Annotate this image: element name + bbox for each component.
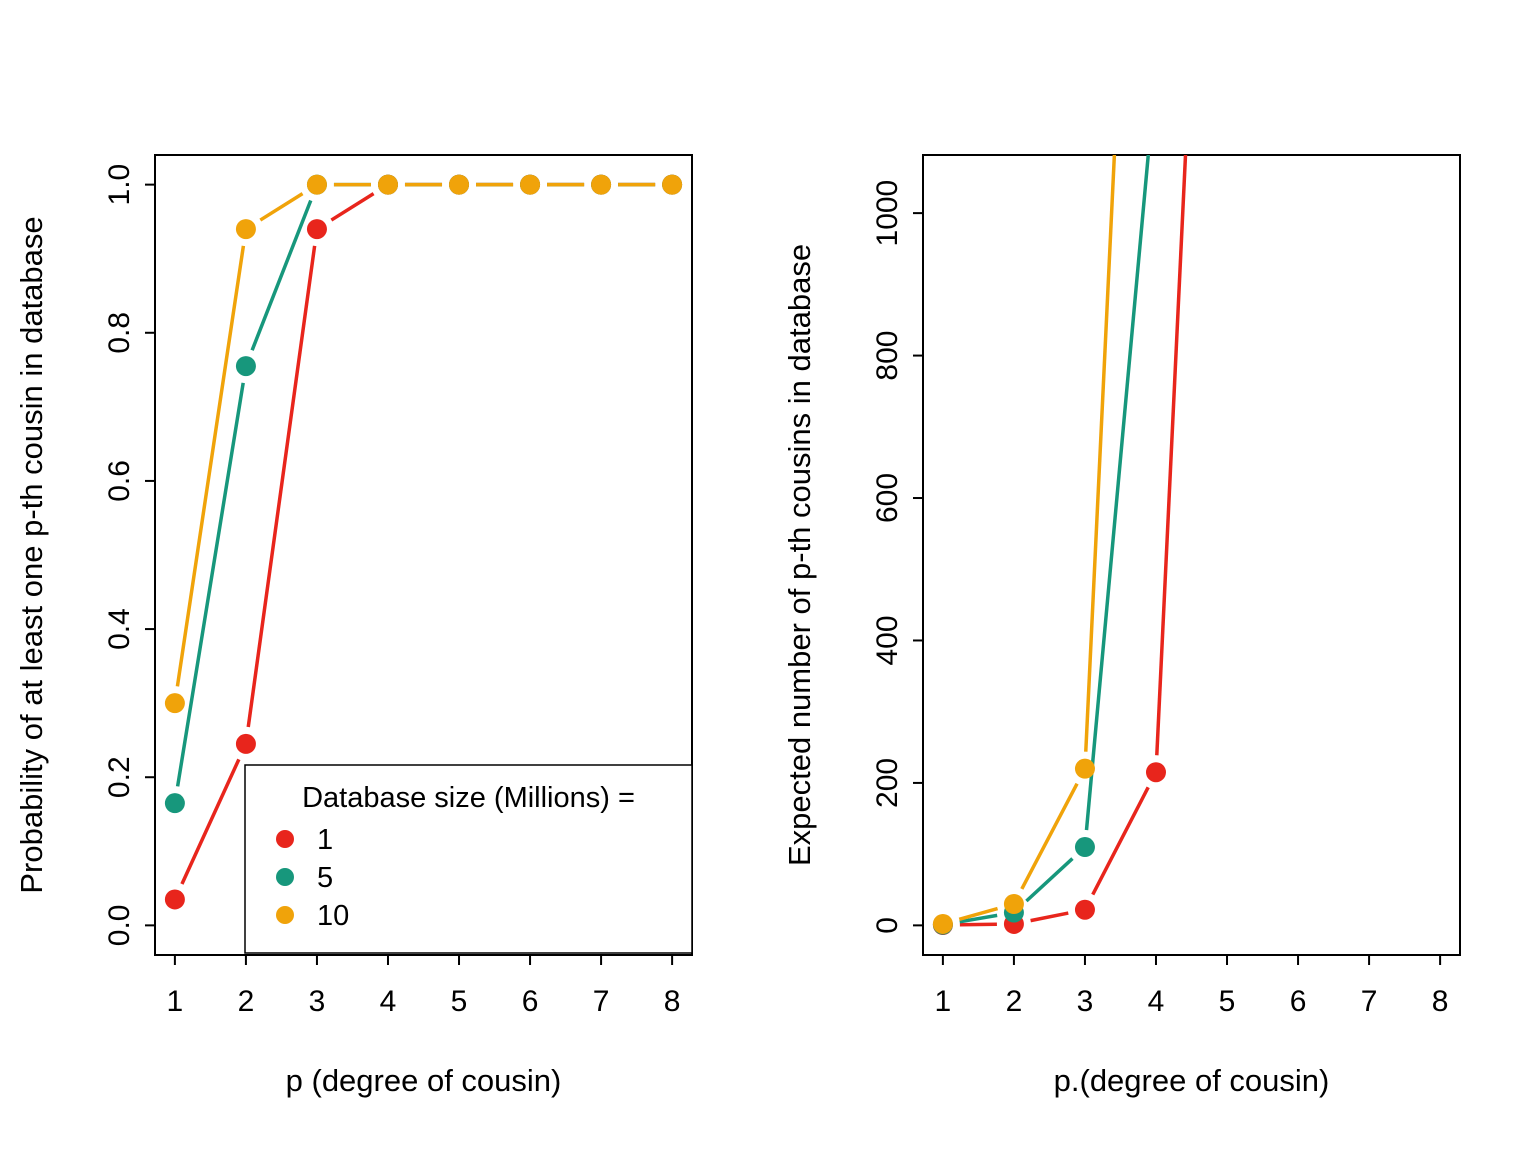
right-panel: 1 2 3 4 5 6 7 8 0 200 400 600 800 1000 p.(degree of co…: [768, 0, 1536, 1152]
y-tick-label: 1.0: [103, 164, 136, 206]
x-tick-label: 4: [380, 985, 397, 1018]
data-point: [235, 733, 256, 754]
series-line-segment: [246, 245, 317, 728]
series-line-segment: [1091, 786, 1150, 896]
data-point: [1145, 762, 1166, 783]
series-line-segment: [250, 199, 313, 351]
legend-marker: [276, 830, 294, 848]
legend-marker: [276, 906, 294, 924]
y-tick-label: 600: [871, 473, 904, 523]
y-tick-label: 800: [871, 331, 904, 381]
x-axis-title: p.(degree of cousin): [1054, 1063, 1330, 1098]
y-tick-label: 0.4: [103, 608, 136, 650]
y-tick-label: 0.0: [103, 905, 136, 947]
data-point: [1074, 899, 1095, 920]
data-point: [235, 219, 256, 240]
x-tick-label: 1: [935, 985, 952, 1018]
y-tick-label: 200: [871, 758, 904, 808]
plot-area: [164, 174, 683, 910]
data-point: [591, 174, 612, 195]
y-tick-label: 0.2: [103, 756, 136, 798]
y-tick-label: 0.8: [103, 312, 136, 354]
data-point: [1003, 894, 1024, 915]
series-line-segment: [959, 922, 997, 927]
x-tick-label: 8: [664, 985, 681, 1018]
series-line-segment: [1020, 782, 1079, 890]
data-point: [306, 174, 327, 195]
data-point: [662, 174, 683, 195]
data-point: [1074, 758, 1095, 779]
x-tick-label: 4: [1148, 985, 1165, 1018]
y-tick-label: 0: [871, 917, 904, 934]
series-line-segment: [259, 192, 304, 222]
x-tick-label: 6: [1290, 985, 1307, 1018]
series-line-segment: [175, 245, 246, 687]
data-point: [377, 174, 398, 195]
data-point: [306, 219, 327, 240]
x-axis-title: p (degree of cousin): [286, 1063, 562, 1098]
legend-label: 1: [317, 824, 333, 856]
series-line-segment: [958, 906, 999, 922]
data-point: [1074, 837, 1095, 858]
series-line-segment: [1030, 911, 1069, 923]
x-tick-label: 3: [309, 985, 326, 1018]
plot-area: [932, 61, 1188, 936]
data-point: [235, 356, 256, 377]
series-line-segment: [175, 382, 245, 787]
x-tick-label: 2: [1006, 985, 1023, 1018]
data-point: [164, 889, 185, 910]
legend-label: 10: [317, 900, 349, 932]
data-point: [449, 174, 470, 195]
legend-label: 5: [317, 862, 333, 894]
x-tick-label: 8: [1432, 985, 1449, 1018]
data-point: [520, 174, 541, 195]
series-line-segment: [1025, 857, 1074, 903]
series-line-segment: [1084, 155, 1151, 831]
x-tick-label: 3: [1077, 985, 1094, 1018]
x-tick-label: 5: [1219, 985, 1236, 1018]
x-tick-label: 5: [451, 985, 468, 1018]
series-line-segment: [959, 913, 998, 924]
series-line-segment: [1155, 155, 1188, 756]
left-panel: 1 2 3 4 5 6 7 8 0.0 0.2 0.4 0.6 0.8 1.0 p (degree of c…: [14, 154, 693, 1098]
probability-chart: 1 2 3 4 5 6 7 8 0.0 0.2 0.4 0.6 0.8 1.0 p (degree of c…: [14, 154, 693, 1098]
y-axis-title: Expected number of p-th cousins in datab…: [782, 244, 817, 866]
x-tick-label: 7: [1361, 985, 1378, 1018]
data-point: [164, 693, 185, 714]
data-point: [1146, 61, 1166, 81]
legend-marker: [276, 868, 294, 886]
legend-box: [244, 764, 693, 954]
y-tick-label: 1000: [871, 180, 904, 247]
data-point: [164, 793, 185, 814]
plot-box: [922, 154, 1461, 956]
legend-title: Database size (Millions) =: [302, 782, 635, 814]
series-line-segment: [1084, 155, 1117, 752]
x-tick-label: 2: [238, 985, 255, 1018]
y-tick-label: 400: [871, 615, 904, 665]
x-tick-label: 1: [167, 985, 184, 1018]
y-axis-title: Probability of at least one p-th cousin …: [14, 216, 49, 893]
series-line-segment: [180, 758, 241, 885]
expected-number-chart: 1 2 3 4 5 6 7 8 0 200 400 600 800 1000 p.(degree of co…: [782, 61, 1461, 1098]
data-point: [932, 913, 953, 934]
series-line-segment: [330, 192, 375, 222]
y-tick-label: 0.6: [103, 460, 136, 502]
x-tick-label: 6: [522, 985, 539, 1018]
plot-box: [154, 154, 693, 956]
x-tick-label: 7: [593, 985, 610, 1018]
